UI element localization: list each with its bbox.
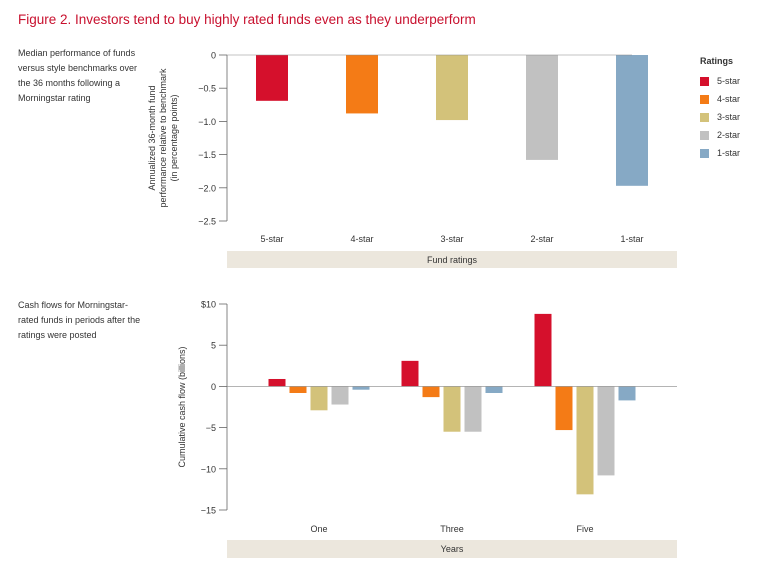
legend-label: 3-star <box>717 112 741 122</box>
bar-5-star <box>256 55 288 101</box>
bar-Three-1-star <box>485 386 503 393</box>
bar-Five-4-star <box>555 386 573 431</box>
y-tick-label: −2.0 <box>198 183 216 193</box>
bar-Five-2-star <box>597 386 615 476</box>
legend-item-3-star: 3-star <box>700 108 740 126</box>
x-tick-label: 5-star <box>260 234 283 244</box>
y-tick-label: −10 <box>201 464 216 474</box>
y-tick-label: −15 <box>201 506 216 516</box>
bar-Five-5-star <box>534 313 552 387</box>
x-axis-title-band <box>227 251 677 268</box>
legend-title: Ratings <box>700 56 734 66</box>
x-tick-label: 4-star <box>350 234 373 244</box>
y-tick-label: $10 <box>201 300 216 310</box>
y-axis-title: Annualized 36-month fundperformance rela… <box>147 68 179 208</box>
legend-item-2-star: 2-star <box>700 126 740 144</box>
bar-Three-5-star <box>401 360 419 387</box>
legend-item-5-star: 5-star <box>700 72 740 90</box>
bar-One-1-star <box>352 386 370 390</box>
x-tick-label: Five <box>576 524 593 534</box>
bar-One-2-star <box>331 386 349 405</box>
y-tick-label: −5 <box>206 423 216 433</box>
x-tick-label: Three <box>440 524 464 534</box>
y-axis-title: Cumulative cash flow (billions) <box>177 346 187 467</box>
x-tick-label: 3-star <box>440 234 463 244</box>
x-axis-title-band <box>227 540 677 558</box>
bar-Three-4-star <box>422 386 440 398</box>
bar-One-3-star <box>310 386 328 411</box>
legend-swatch <box>700 112 709 122</box>
ratings-legend: Ratings 5-star 4-star 3-star 2-star 1-star <box>700 56 740 162</box>
legend-item-1-star: 1-star <box>700 144 740 162</box>
legend-label: 4-star <box>717 94 741 104</box>
bar-One-4-star <box>289 386 307 393</box>
bar-Five-3-star <box>576 386 594 495</box>
y-tick-label: 0 <box>211 382 216 392</box>
bar-3-star <box>436 55 468 121</box>
y-tick-label: −1.5 <box>198 150 216 160</box>
bar-One-5-star <box>268 378 286 387</box>
x-axis-title: Years <box>441 544 464 554</box>
legend-label: 5-star <box>717 76 741 86</box>
y-tick-label: −0.5 <box>198 84 216 94</box>
legend-swatch <box>700 148 709 158</box>
x-tick-label: 1-star <box>620 234 643 244</box>
x-tick-label: 2-star <box>530 234 553 244</box>
figure-title: Figure 2. Investors tend to buy highly r… <box>18 12 476 27</box>
legend-swatch <box>700 94 709 104</box>
legend-label: 2-star <box>717 130 741 140</box>
y-tick-label: 5 <box>211 341 216 351</box>
bar-Five-1-star <box>618 386 636 401</box>
legend-swatch <box>700 76 709 86</box>
legend-swatch <box>700 130 709 140</box>
bar-Three-3-star <box>443 386 461 432</box>
bar-2-star <box>526 55 558 160</box>
y-tick-label: −1.0 <box>198 117 216 127</box>
legend-label: 1-star <box>717 148 741 158</box>
y-tick-label: 0 <box>211 51 216 61</box>
bar-Three-2-star <box>464 386 482 432</box>
bar-1-star <box>616 55 648 186</box>
top-chart-description: Median performance of funds versus style… <box>18 48 138 103</box>
bar-4-star <box>346 55 378 114</box>
legend-item-4-star: 4-star <box>700 90 740 108</box>
x-tick-label: One <box>310 524 327 534</box>
x-axis-title: Fund ratings <box>427 255 478 265</box>
y-tick-label: −2.5 <box>198 217 216 227</box>
bottom-chart-description: Cash flows for Morningstar-rated funds i… <box>18 300 141 340</box>
